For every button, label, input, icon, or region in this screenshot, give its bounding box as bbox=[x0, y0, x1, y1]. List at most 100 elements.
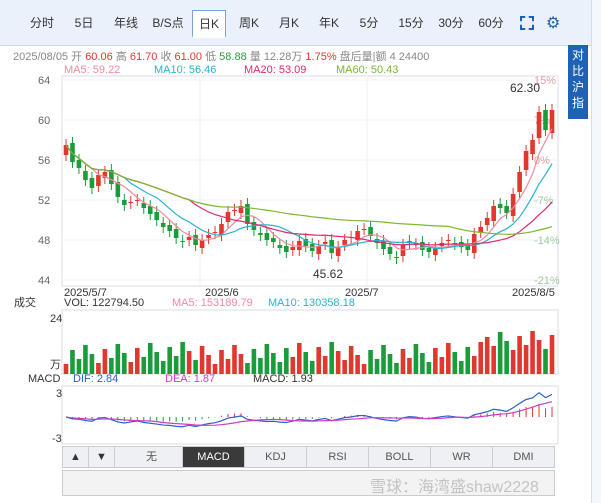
price-axis-label: 44 bbox=[38, 275, 50, 287]
scroll-up-icon[interactable]: ▲ bbox=[63, 447, 89, 467]
candle-body bbox=[232, 210, 237, 211]
indicator-tab-3[interactable]: RSI bbox=[307, 447, 369, 467]
tab-8[interactable]: 5分 bbox=[359, 16, 379, 30]
tab-0[interactable]: 分时 bbox=[29, 16, 54, 30]
volume-bar bbox=[277, 362, 283, 374]
volume-bar bbox=[374, 359, 380, 374]
quote-date: 2025/08/05 bbox=[13, 51, 69, 63]
candle-body bbox=[452, 243, 458, 244]
candle-body bbox=[433, 248, 438, 255]
candle-body bbox=[335, 247, 341, 256]
volume-bar bbox=[394, 363, 399, 374]
vol-label: VOL: 122794.50 bbox=[64, 297, 144, 309]
scroll-down-icon[interactable]: ▼ bbox=[89, 447, 115, 467]
volume-bar bbox=[536, 340, 542, 374]
candle-body bbox=[284, 246, 289, 252]
volume-bar bbox=[491, 346, 496, 374]
candle-body bbox=[128, 202, 134, 203]
candle-body bbox=[517, 172, 522, 192]
tab-10[interactable]: 30分 bbox=[438, 16, 464, 30]
candle-body bbox=[465, 245, 471, 250]
candle-body bbox=[109, 170, 114, 184]
volume-bar bbox=[446, 343, 451, 374]
volume-bar bbox=[232, 345, 237, 374]
right-panel-strip bbox=[591, 0, 601, 503]
fullscreen-icon[interactable] bbox=[520, 16, 534, 30]
volume-bar bbox=[147, 343, 153, 374]
volume-bar bbox=[102, 349, 108, 374]
volume-bar bbox=[309, 361, 315, 374]
volume-bar bbox=[458, 361, 464, 374]
watermark: 雪球：海湾盛shaw2228 bbox=[370, 479, 539, 496]
pct-axis-label: 15% bbox=[534, 75, 556, 87]
candle-body bbox=[264, 233, 270, 240]
after-value: 4 24400 bbox=[389, 51, 430, 63]
candle-body bbox=[167, 225, 172, 231]
indicator-tab-5[interactable]: WR bbox=[431, 447, 493, 467]
volume-bar bbox=[290, 357, 296, 374]
low-value: 58.88 bbox=[219, 51, 247, 63]
high-label: 高 bbox=[115, 51, 127, 63]
candle-body bbox=[361, 229, 367, 230]
pct-axis-label: -14% bbox=[534, 235, 560, 247]
volume-bar bbox=[504, 341, 509, 374]
candle-body bbox=[277, 245, 283, 248]
open-value: 60.06 bbox=[85, 51, 113, 63]
volume-bar bbox=[530, 331, 535, 374]
macd-title: MACD bbox=[28, 373, 60, 385]
ma-line bbox=[65, 144, 553, 249]
tab-2[interactable]: 年线 bbox=[113, 16, 138, 30]
candle-body bbox=[245, 204, 250, 224]
volume-bar bbox=[478, 342, 484, 374]
candle-body bbox=[322, 242, 328, 244]
compare-index-button[interactable]: 对比沪指 bbox=[568, 45, 588, 119]
indicator-tab-1[interactable]: MACD bbox=[183, 447, 245, 467]
volume-label: 量 bbox=[249, 51, 261, 63]
volume-bar bbox=[180, 342, 185, 374]
ma-legend: MA10: 56.46 bbox=[154, 64, 216, 76]
tab-7[interactable]: 年K bbox=[318, 16, 339, 30]
volume-bar bbox=[407, 358, 412, 374]
candle-body bbox=[219, 224, 224, 235]
candle-body bbox=[510, 194, 516, 216]
candle-body bbox=[89, 178, 95, 188]
volume-bar bbox=[225, 359, 231, 374]
quote-info: 2025/08/05 开 60.06 高 61.70 收 61.00 低 58.… bbox=[13, 48, 429, 64]
vol-axis-top: 24 bbox=[50, 313, 62, 325]
indicator-tab-0[interactable]: 无 bbox=[121, 447, 183, 467]
dea-line bbox=[65, 401, 553, 426]
tab-6[interactable]: 月K bbox=[278, 16, 299, 30]
volume-bar bbox=[115, 344, 121, 374]
tab-11[interactable]: 60分 bbox=[478, 16, 504, 30]
volume-bar bbox=[154, 352, 160, 374]
candle-body bbox=[504, 206, 509, 213]
indicator-tab-2[interactable]: KDJ bbox=[245, 447, 307, 467]
compare-index-char: 指 bbox=[571, 96, 584, 110]
pct-axis-label: -7% bbox=[534, 195, 554, 207]
price-axis-label: 52 bbox=[38, 195, 50, 207]
volume-bar bbox=[128, 362, 134, 374]
candle-body bbox=[122, 200, 127, 205]
tab-3[interactable]: B/S点 bbox=[152, 16, 184, 30]
tab-5[interactable]: 周K bbox=[238, 16, 259, 30]
time-navigator[interactable] bbox=[62, 470, 555, 496]
tab-4[interactable]: 日K bbox=[192, 10, 226, 38]
volume-bar bbox=[433, 348, 438, 374]
candle-body bbox=[134, 200, 140, 201]
vol-ma10-label: MA10: 130358.18 bbox=[268, 297, 355, 309]
settings-icon[interactable]: ⚙ bbox=[546, 15, 561, 32]
tab-9[interactable]: 15分 bbox=[398, 16, 424, 30]
volume-bar bbox=[465, 347, 471, 374]
price-axis-label: 60 bbox=[38, 115, 50, 127]
candle-body bbox=[76, 160, 82, 168]
volume-bar bbox=[303, 352, 309, 374]
volume-bar bbox=[329, 342, 334, 374]
volume-bar bbox=[387, 354, 393, 374]
volume-bar bbox=[355, 355, 360, 374]
volume-bar bbox=[452, 352, 458, 374]
candle-body bbox=[446, 240, 451, 241]
tab-1[interactable]: 5日 bbox=[74, 16, 94, 30]
date-axis-label: 2025/6 bbox=[205, 287, 239, 299]
indicator-tab-4[interactable]: BOLL bbox=[369, 447, 431, 467]
indicator-tab-6[interactable]: DMI bbox=[493, 447, 555, 467]
